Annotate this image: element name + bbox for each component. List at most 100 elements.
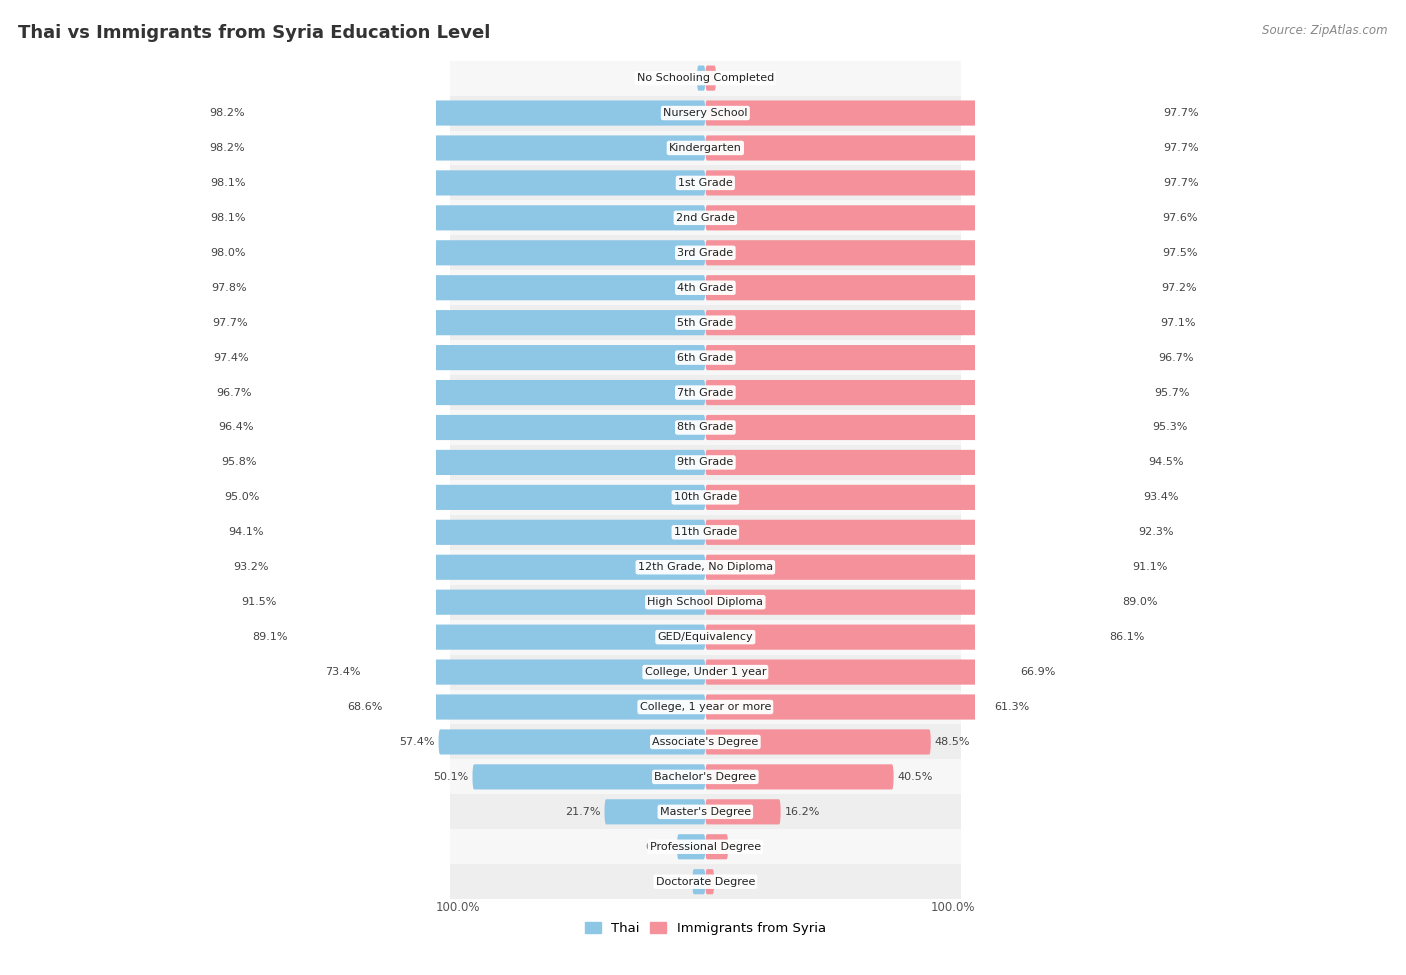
FancyBboxPatch shape (706, 240, 1159, 265)
Text: 9th Grade: 9th Grade (678, 457, 734, 467)
FancyBboxPatch shape (706, 520, 1135, 545)
Bar (450, 166, 960, 201)
FancyBboxPatch shape (253, 345, 706, 370)
Bar (450, 830, 960, 864)
Bar (450, 480, 960, 515)
Text: 98.1%: 98.1% (209, 213, 246, 223)
FancyBboxPatch shape (249, 171, 706, 196)
Text: 95.7%: 95.7% (1154, 387, 1189, 398)
FancyBboxPatch shape (249, 206, 706, 230)
Text: 97.1%: 97.1% (1160, 318, 1197, 328)
Bar (450, 201, 960, 235)
FancyBboxPatch shape (706, 694, 990, 720)
Text: 96.7%: 96.7% (217, 387, 252, 398)
Text: 97.8%: 97.8% (211, 283, 247, 292)
Text: 94.5%: 94.5% (1149, 457, 1184, 467)
Text: Master's Degree: Master's Degree (659, 807, 751, 817)
FancyBboxPatch shape (706, 590, 1119, 615)
Text: 97.5%: 97.5% (1163, 248, 1198, 257)
Bar (450, 445, 960, 480)
Text: 95.3%: 95.3% (1152, 422, 1188, 433)
FancyBboxPatch shape (280, 590, 706, 615)
Text: Thai vs Immigrants from Syria Education Level: Thai vs Immigrants from Syria Education … (18, 24, 491, 42)
FancyBboxPatch shape (249, 100, 706, 126)
FancyBboxPatch shape (706, 485, 1139, 510)
Bar (450, 270, 960, 305)
Text: 4.9%: 4.9% (733, 841, 761, 852)
Text: 91.5%: 91.5% (240, 598, 277, 607)
FancyBboxPatch shape (364, 659, 706, 684)
FancyBboxPatch shape (387, 694, 706, 720)
FancyBboxPatch shape (706, 659, 1017, 684)
Text: No Schooling Completed: No Schooling Completed (637, 73, 773, 83)
Legend: Thai, Immigrants from Syria: Thai, Immigrants from Syria (579, 917, 831, 941)
Text: 95.0%: 95.0% (225, 492, 260, 502)
Text: 61.3%: 61.3% (994, 702, 1029, 712)
Text: 73.4%: 73.4% (325, 667, 360, 677)
Text: 95.8%: 95.8% (221, 457, 256, 467)
Text: 93.2%: 93.2% (233, 563, 269, 572)
Text: 21.7%: 21.7% (565, 807, 600, 817)
Text: Bachelor's Degree: Bachelor's Degree (654, 772, 756, 782)
FancyBboxPatch shape (706, 800, 780, 825)
Text: 16.2%: 16.2% (785, 807, 820, 817)
FancyBboxPatch shape (250, 240, 706, 265)
FancyBboxPatch shape (291, 625, 706, 649)
Text: Doctorate Degree: Doctorate Degree (655, 877, 755, 886)
Bar (450, 515, 960, 550)
Text: 97.7%: 97.7% (212, 318, 247, 328)
Text: 97.2%: 97.2% (1161, 283, 1197, 292)
Text: 100.0%: 100.0% (931, 901, 974, 914)
Text: 50.1%: 50.1% (433, 772, 468, 782)
FancyBboxPatch shape (706, 206, 1159, 230)
FancyBboxPatch shape (706, 835, 728, 859)
Text: 92.3%: 92.3% (1137, 527, 1174, 537)
FancyBboxPatch shape (706, 136, 1160, 161)
Text: 8th Grade: 8th Grade (678, 422, 734, 433)
Bar (450, 305, 960, 340)
FancyBboxPatch shape (706, 555, 1129, 580)
Text: 89.0%: 89.0% (1123, 598, 1159, 607)
FancyBboxPatch shape (706, 625, 1105, 649)
Bar (450, 654, 960, 689)
FancyBboxPatch shape (252, 310, 706, 335)
Bar (450, 340, 960, 375)
Text: 97.7%: 97.7% (1163, 108, 1199, 118)
Bar (450, 60, 960, 96)
Text: 48.5%: 48.5% (935, 737, 970, 747)
FancyBboxPatch shape (706, 310, 1157, 335)
Bar (450, 689, 960, 724)
Text: 40.5%: 40.5% (897, 772, 932, 782)
Text: Source: ZipAtlas.com: Source: ZipAtlas.com (1263, 24, 1388, 37)
Text: 12th Grade, No Diploma: 12th Grade, No Diploma (638, 563, 773, 572)
Bar (450, 375, 960, 410)
Text: 86.1%: 86.1% (1109, 632, 1144, 643)
Text: 66.9%: 66.9% (1019, 667, 1056, 677)
FancyBboxPatch shape (706, 100, 1160, 126)
Text: 91.1%: 91.1% (1132, 563, 1168, 572)
Bar (450, 760, 960, 795)
Text: 1.8%: 1.8% (665, 73, 693, 83)
Text: 2.8%: 2.8% (659, 877, 689, 886)
Text: 89.1%: 89.1% (252, 632, 287, 643)
Text: 1.9%: 1.9% (718, 877, 747, 886)
Text: 97.4%: 97.4% (214, 353, 249, 363)
FancyBboxPatch shape (472, 764, 706, 790)
FancyBboxPatch shape (269, 520, 706, 545)
Bar (450, 724, 960, 760)
Text: 10th Grade: 10th Grade (673, 492, 737, 502)
Text: 94.1%: 94.1% (229, 527, 264, 537)
FancyBboxPatch shape (706, 764, 894, 790)
FancyBboxPatch shape (264, 485, 706, 510)
FancyBboxPatch shape (706, 275, 1157, 300)
Text: 96.7%: 96.7% (1159, 353, 1194, 363)
Text: 5th Grade: 5th Grade (678, 318, 734, 328)
FancyBboxPatch shape (439, 729, 706, 755)
Text: GED/Equivalency: GED/Equivalency (658, 632, 754, 643)
Bar (450, 795, 960, 830)
Bar (450, 550, 960, 585)
Text: 57.4%: 57.4% (399, 737, 434, 747)
Text: Associate's Degree: Associate's Degree (652, 737, 758, 747)
FancyBboxPatch shape (692, 869, 706, 894)
FancyBboxPatch shape (678, 835, 706, 859)
